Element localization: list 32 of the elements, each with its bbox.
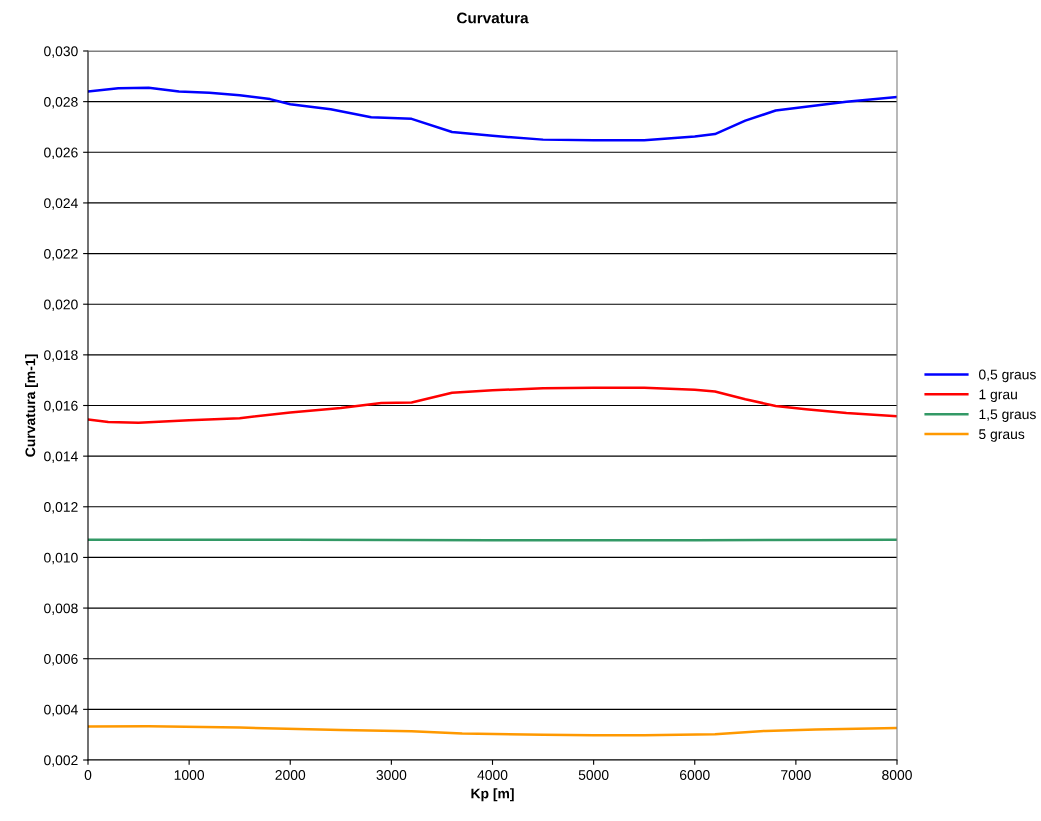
y-tick-label: 0,002 bbox=[44, 755, 78, 767]
x-tick-label: 3000 bbox=[376, 770, 407, 780]
line-series bbox=[88, 725, 897, 737]
x-tick-label: 6000 bbox=[680, 770, 710, 780]
x-tick-label: 2000 bbox=[275, 770, 306, 780]
x-tick-label: 5000 bbox=[578, 770, 609, 780]
y-tick-label: 0,018 bbox=[44, 350, 78, 362]
x-tick-label: 4000 bbox=[477, 770, 508, 780]
x-tick-label: 8000 bbox=[882, 770, 912, 780]
y-tick-label: 0,012 bbox=[44, 502, 78, 514]
y-tick-label: 0,014 bbox=[44, 451, 78, 463]
y-tick-label: 0,028 bbox=[44, 96, 78, 109]
x-tick-label: 7000 bbox=[781, 770, 811, 780]
y-tick-label: 0,024 bbox=[44, 198, 78, 210]
legend-label: 1,5 graus bbox=[979, 409, 1036, 422]
y-tick-label: 0,006 bbox=[44, 654, 78, 666]
x-axis-title: Kp [m] bbox=[471, 788, 514, 802]
legend-label: 1 grau bbox=[979, 389, 1017, 403]
legend-label: 0,5 graus bbox=[979, 369, 1036, 383]
y-tick-label: 0,008 bbox=[44, 603, 78, 615]
y-tick-label: 0,026 bbox=[44, 147, 78, 160]
y-tick-label: 0,022 bbox=[44, 248, 78, 261]
x-tick-label: 1000 bbox=[174, 770, 205, 780]
y-tick-label: 0,010 bbox=[44, 552, 78, 565]
y-tick-label: 0,020 bbox=[44, 299, 78, 312]
y-tick-label: 0,016 bbox=[44, 400, 78, 413]
x-tick-label: 0 bbox=[84, 770, 92, 780]
y-tick-label: 0,004 bbox=[44, 704, 78, 717]
chart-title: Curvatura bbox=[457, 12, 529, 24]
y-axis-title: Curvatura [m-1] bbox=[25, 354, 38, 457]
y-tick-label: 0,030 bbox=[44, 46, 78, 58]
legend-label: 5 graus bbox=[979, 429, 1025, 442]
